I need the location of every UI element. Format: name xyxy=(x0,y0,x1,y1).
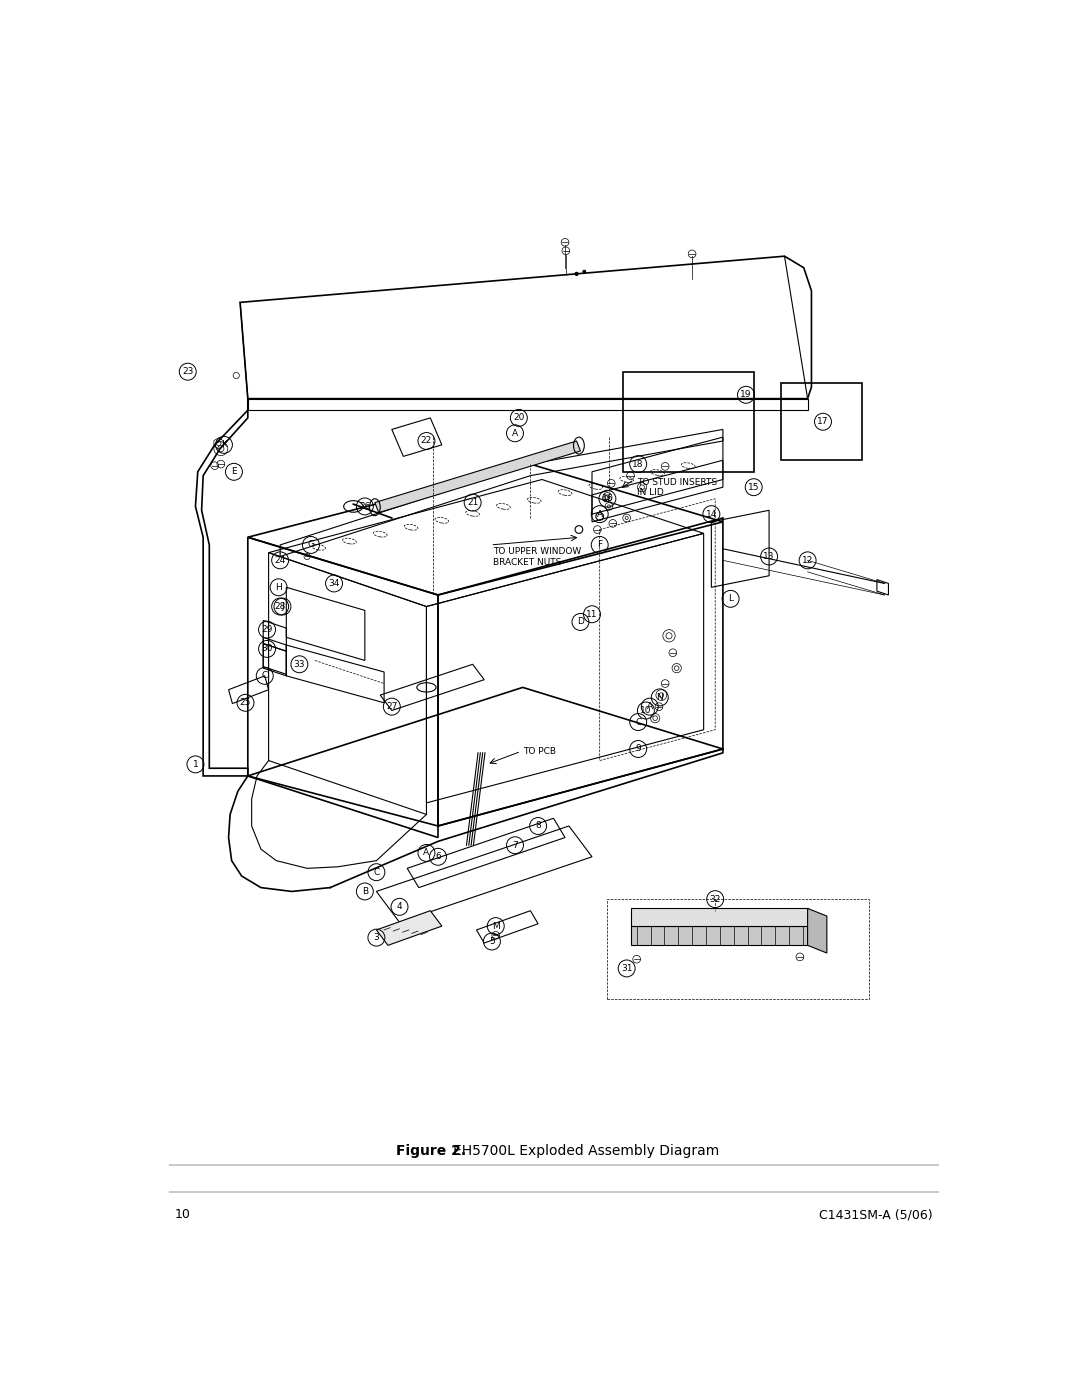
Text: 9: 9 xyxy=(635,745,642,753)
Text: 17: 17 xyxy=(818,418,828,426)
Text: 7: 7 xyxy=(512,841,518,849)
Text: 23: 23 xyxy=(183,367,193,376)
Text: 13: 13 xyxy=(764,552,774,562)
Text: L: L xyxy=(728,594,733,604)
Text: 30: 30 xyxy=(261,644,273,654)
Text: 34: 34 xyxy=(328,578,340,588)
Polygon shape xyxy=(631,908,808,926)
Text: 11: 11 xyxy=(586,609,597,619)
Circle shape xyxy=(583,270,585,274)
Text: E: E xyxy=(231,467,237,476)
Text: G: G xyxy=(308,541,314,549)
Text: 15: 15 xyxy=(748,483,759,492)
Polygon shape xyxy=(631,926,808,946)
Text: A: A xyxy=(596,510,603,518)
Text: 12: 12 xyxy=(802,556,813,564)
Text: 3: 3 xyxy=(374,933,379,942)
Text: 6: 6 xyxy=(435,852,441,862)
Text: 32: 32 xyxy=(710,894,720,904)
Text: C1431SM-A (5/06): C1431SM-A (5/06) xyxy=(819,1208,932,1221)
Text: B: B xyxy=(362,887,368,895)
Text: Figure 2.: Figure 2. xyxy=(395,1144,465,1158)
Text: 28: 28 xyxy=(274,602,286,610)
Circle shape xyxy=(575,272,578,275)
Text: 26: 26 xyxy=(360,502,370,511)
Text: 19: 19 xyxy=(740,390,752,400)
Text: 21: 21 xyxy=(467,499,478,507)
Text: A: A xyxy=(423,848,430,858)
Text: 4: 4 xyxy=(396,902,403,911)
Text: H: H xyxy=(275,583,282,592)
Text: 25: 25 xyxy=(240,698,252,707)
Text: C: C xyxy=(374,868,379,877)
Text: 8: 8 xyxy=(536,821,541,830)
Text: K: K xyxy=(221,440,227,450)
Text: EH5700L Exploded Assembly Diagram: EH5700L Exploded Assembly Diagram xyxy=(454,1144,719,1158)
Text: 16: 16 xyxy=(602,495,613,503)
Text: 5: 5 xyxy=(489,937,495,946)
Text: M: M xyxy=(491,922,500,930)
Text: N: N xyxy=(657,693,663,701)
Text: D: D xyxy=(577,617,584,626)
Text: TO STUD INSERTS
IN LID: TO STUD INSERTS IN LID xyxy=(636,478,717,497)
Text: A: A xyxy=(647,703,652,711)
Text: 24: 24 xyxy=(274,556,286,564)
Polygon shape xyxy=(808,908,827,953)
Polygon shape xyxy=(375,441,580,513)
Text: TO PCB: TO PCB xyxy=(523,747,556,756)
Text: TO UPPER WINDOW
BRACKET NUTS: TO UPPER WINDOW BRACKET NUTS xyxy=(494,548,582,567)
Text: 31: 31 xyxy=(621,964,633,972)
Text: 29: 29 xyxy=(261,624,273,634)
Text: 18: 18 xyxy=(633,460,644,468)
Text: F: F xyxy=(597,541,603,549)
Text: 10: 10 xyxy=(175,1208,190,1221)
Text: J: J xyxy=(281,602,284,610)
Bar xyxy=(607,900,869,999)
Text: 14: 14 xyxy=(705,510,717,518)
Text: 1: 1 xyxy=(192,760,199,768)
Text: 27: 27 xyxy=(387,703,397,711)
Text: 22: 22 xyxy=(421,436,432,446)
Text: 10: 10 xyxy=(640,705,651,715)
Text: 20: 20 xyxy=(513,414,525,422)
Text: C: C xyxy=(261,672,268,680)
Text: 33: 33 xyxy=(294,659,306,669)
Text: A: A xyxy=(512,429,518,437)
Text: C: C xyxy=(635,718,642,726)
Polygon shape xyxy=(377,911,442,946)
